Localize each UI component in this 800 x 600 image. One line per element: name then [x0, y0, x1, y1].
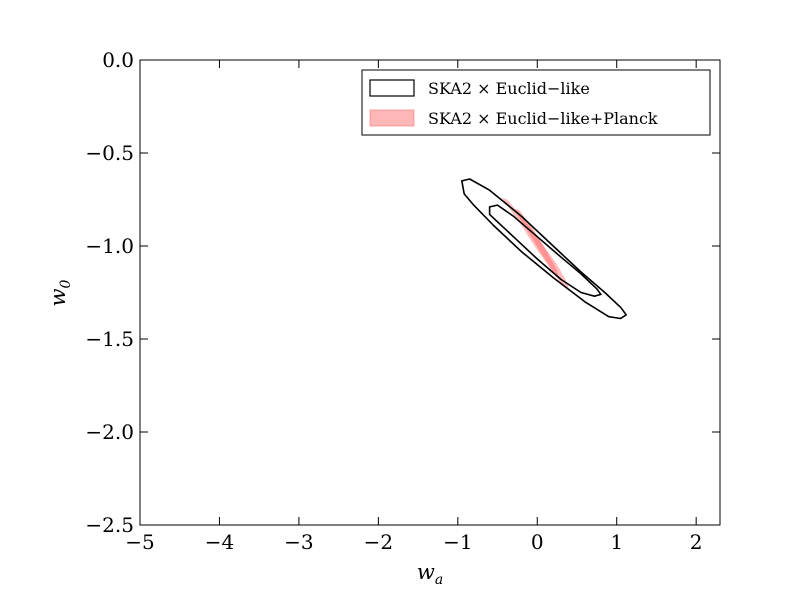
- legend-entry-label: SKA2 × Euclid−like+Planck: [428, 109, 658, 128]
- contour-ska2-euclid-outer: [461, 178, 627, 320]
- y-tick-label: −1.0: [85, 234, 134, 258]
- x-tick-label: 2: [690, 530, 703, 554]
- x-tick-label: −3: [284, 530, 313, 554]
- legend-swatch-outline: [369, 79, 415, 97]
- axis-tick-labels: −5 −4 −3 −2 −1 0 1 2 0.0 −0.5 −1.0 −1.5 −2.0 −2.5: [85, 48, 702, 554]
- plot-area: [139, 59, 721, 526]
- y-axis-label-subscript: 0: [58, 279, 74, 288]
- axes-frame: [139, 59, 721, 526]
- legend: SKA2 × Euclid−like SKA2 × Euclid−like+Pla…: [361, 69, 711, 136]
- contour-ska2-euclid-inner: [488, 204, 602, 297]
- axis-ticks: [139, 59, 720, 526]
- x-tick-label: −4: [205, 530, 234, 554]
- y-tick-label: −0.5: [85, 141, 134, 165]
- x-tick-label: −2: [364, 530, 393, 554]
- y-tick-label: −1.5: [85, 327, 134, 351]
- x-tick-label: 1: [610, 530, 623, 554]
- x-tick-label: −5: [125, 530, 154, 554]
- x-axis-label-subscript: a: [435, 572, 443, 588]
- y-tick-label: −2.0: [85, 420, 134, 444]
- y-tick-label: 0.0: [102, 48, 134, 72]
- legend-entry-label: SKA2 × Euclid−like: [428, 79, 590, 98]
- legend-frame: [361, 69, 711, 136]
- y-tick-label: −2.5: [85, 513, 134, 537]
- legend-swatch-filled: [369, 109, 415, 127]
- x-tick-label: 0: [531, 530, 544, 554]
- x-tick-label: −1: [443, 530, 472, 554]
